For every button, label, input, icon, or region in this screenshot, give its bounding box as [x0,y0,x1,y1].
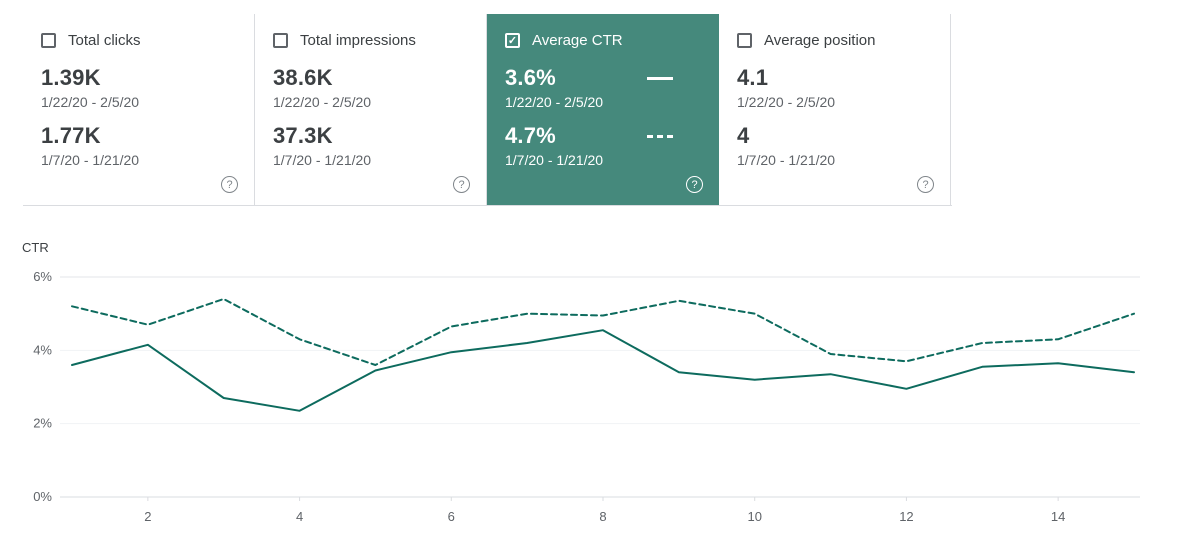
metric-range-previous: 1/7/20 - 1/21/20 [273,152,372,168]
x-tick-label: 10 [747,509,761,524]
dashed-line-legend-icon [647,134,673,138]
metric-value-current: 38.6K [273,65,333,90]
checkbox-unchecked-icon[interactable] [273,33,288,48]
metric-value-previous: 1.77K [41,123,101,148]
metric-range-current: 1/22/20 - 2/5/20 [737,94,836,110]
previous-period-line [71,298,1135,366]
x-tick-label: 12 [899,509,913,524]
metrics-bar: Total clicks 1.39K 1/22/20 - 2/5/20 1.77… [23,14,952,206]
metric-range-previous: 1/7/20 - 1/21/20 [505,152,604,168]
metric-card-header: Average position [737,32,950,49]
metric-card-header: ✓ Average CTR [505,32,719,49]
question-mark-glyph: ? [922,178,929,191]
question-mark-glyph: ? [691,178,698,191]
checkbox-unchecked-icon[interactable] [737,33,752,48]
metric-label: Total clicks [68,32,141,49]
y-tick-label: 4% [33,342,52,357]
help-icon[interactable]: ? [453,176,470,193]
metric-value-previous: 37.3K [273,123,333,148]
metric-value-row: 3.6% [505,65,719,91]
metric-card-header: Total impressions [273,32,486,49]
metric-value-row: 4.7% [505,123,719,149]
check-glyph: ✓ [507,35,518,47]
metric-value-current: 1.39K [41,65,101,90]
ctr-line-chart[interactable]: 0% 2% 4% 6% 2 4 6 8 10 12 14 [20,263,1180,535]
x-tick-label: 6 [448,509,455,524]
current-period-line [71,329,1135,412]
metric-label: Average CTR [532,32,623,49]
metric-card-header: Total clicks [41,32,254,49]
metric-range-current: 1/22/20 - 2/5/20 [505,94,604,110]
checkbox-checked-icon[interactable]: ✓ [505,33,520,48]
metric-label: Total impressions [300,32,416,49]
x-tick-label: 4 [296,509,303,524]
metric-card-average-ctr[interactable]: ✓ Average CTR 3.6% 1/22/20 - 2/5/20 4.7%… [487,14,719,205]
y-tick-label: 2% [33,416,52,431]
metric-range-current: 1/22/20 - 2/5/20 [41,94,140,110]
help-icon[interactable]: ? [686,176,703,193]
metric-value-previous: 4.7% [505,123,556,148]
metric-card-total-clicks[interactable]: Total clicks 1.39K 1/22/20 - 2/5/20 1.77… [23,14,255,205]
help-icon[interactable]: ? [917,176,934,193]
y-tick-label: 0% [33,489,52,504]
x-tick-label: 8 [599,509,606,524]
y-axis-title: CTR [22,240,49,255]
question-mark-glyph: ? [458,178,465,191]
question-mark-glyph: ? [226,178,233,191]
chart-section: CTR 0% 2% 4% 6% 2 4 6 8 10 12 14 [20,240,1180,540]
x-tick-label: 14 [1051,509,1065,524]
metric-card-total-impressions[interactable]: Total impressions 38.6K 1/22/20 - 2/5/20… [255,14,487,205]
metric-value-previous: 4 [737,123,750,148]
y-tick-label: 6% [33,269,52,284]
metric-label: Average position [764,32,876,49]
metric-range-previous: 1/7/20 - 1/21/20 [737,152,836,168]
checkbox-unchecked-icon[interactable] [41,33,56,48]
metric-card-average-position[interactable]: Average position 4.1 1/22/20 - 2/5/20 4 … [719,14,951,205]
metric-value-current: 4.1 [737,65,769,90]
x-tick-label: 2 [144,509,151,524]
help-icon[interactable]: ? [221,176,238,193]
metric-range-previous: 1/7/20 - 1/21/20 [41,152,140,168]
metric-range-current: 1/22/20 - 2/5/20 [273,94,372,110]
solid-line-legend-icon [647,76,673,80]
metric-value-current: 3.6% [505,65,556,90]
